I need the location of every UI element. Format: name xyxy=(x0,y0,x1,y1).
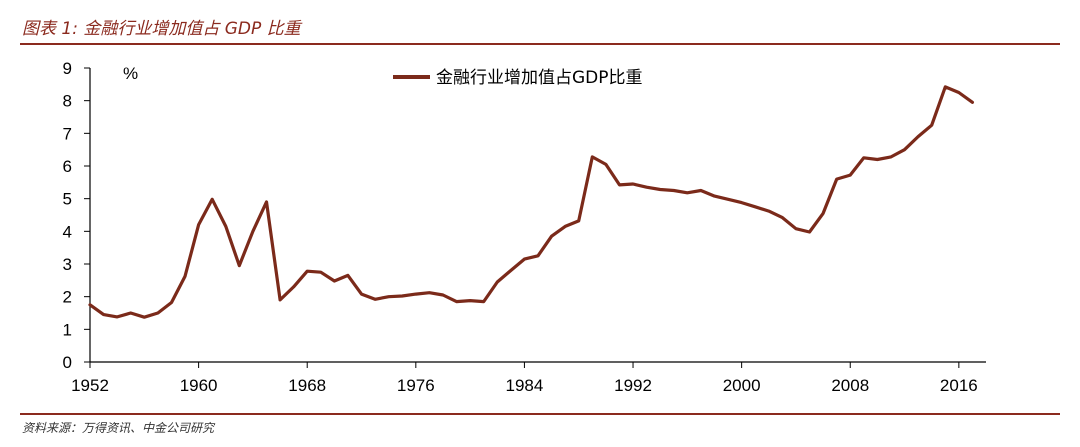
y-tick-label: 0 xyxy=(63,353,72,372)
y-tick-label: 4 xyxy=(63,222,72,241)
y-tick-label: 2 xyxy=(63,288,72,307)
source-rule xyxy=(20,413,1060,415)
x-tick-labels: 1952 1960 1968 1976 1984 1992 2000 2008 2016 xyxy=(71,376,978,395)
series-line xyxy=(88,85,975,319)
legend: 金融行业增加值占GDP比重 xyxy=(393,68,643,88)
y-tick-label: 6 xyxy=(63,157,72,176)
x-tick-label: 1960 xyxy=(180,376,218,395)
source-note: 资料来源：万得资讯、中金公司研究 xyxy=(22,421,215,435)
x-tick-label: 1976 xyxy=(397,376,435,395)
y-tick-label: 8 xyxy=(63,92,72,111)
y-tick-label: 3 xyxy=(63,255,72,274)
y-tick-label: 5 xyxy=(63,190,72,209)
figure-title: 图表 1: 金融行业增加值占 GDP 比重 xyxy=(22,19,301,39)
x-tick-label: 1952 xyxy=(71,376,109,395)
y-unit-label: % xyxy=(123,64,138,83)
legend-label: 金融行业增加值占GDP比重 xyxy=(436,68,643,88)
y-tick-label: 9 xyxy=(63,59,72,78)
x-tick-label: 1992 xyxy=(614,376,652,395)
chart-axes xyxy=(84,67,986,368)
y-tick-label: 1 xyxy=(63,320,72,339)
title-rule xyxy=(20,43,1060,45)
x-tick-label: 1984 xyxy=(506,376,544,395)
x-tick-label: 2016 xyxy=(940,376,978,395)
series-layer xyxy=(88,85,975,319)
y-tick-labels: 0 1 2 3 4 5 6 7 8 9 xyxy=(63,59,72,372)
x-tick-label: 1968 xyxy=(288,376,326,395)
y-tick-label: 7 xyxy=(63,124,72,143)
x-tick-label: 2000 xyxy=(723,376,761,395)
x-tick-label: 2008 xyxy=(831,376,869,395)
